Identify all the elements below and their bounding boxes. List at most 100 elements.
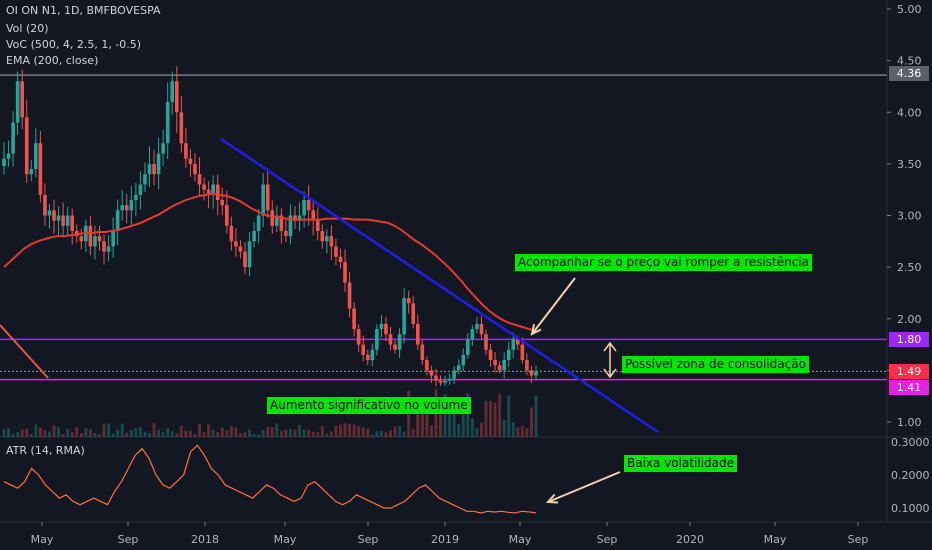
time-tick-label: May — [509, 533, 532, 546]
price-tick-label: 4.00 — [897, 106, 922, 119]
volume-bar — [416, 414, 420, 437]
volume-bar — [97, 434, 101, 437]
price-tick-label: 5.00 — [897, 3, 922, 16]
volume-bar — [529, 407, 533, 437]
volume-bar — [102, 423, 106, 437]
volume-bar — [7, 428, 11, 437]
volume-bar — [502, 419, 506, 437]
atr-line — [3, 444, 537, 514]
candle-body — [297, 215, 302, 221]
volume-bar — [93, 432, 97, 437]
volume-bar — [207, 424, 211, 437]
volume-bar — [470, 418, 474, 437]
volume-bar — [507, 395, 511, 437]
candle-body — [279, 215, 284, 231]
annotation-consolidation[interactable]: Possível zona de consolidação — [622, 356, 809, 373]
candle-body — [506, 349, 511, 361]
volume-bar — [388, 430, 392, 437]
volume-bar — [270, 427, 274, 437]
time-tick-label: Sep — [848, 533, 869, 546]
candle-body — [138, 184, 143, 195]
candle-body — [275, 215, 279, 226]
candle-body — [79, 236, 84, 242]
volume-bar — [479, 422, 483, 437]
candle-body — [484, 334, 488, 350]
volume-bar — [261, 430, 265, 437]
volume-bar — [79, 433, 83, 437]
candle-body — [15, 81, 20, 123]
candle-body — [356, 329, 361, 345]
candle-body — [325, 236, 329, 242]
volume-bar — [20, 429, 24, 437]
volume-bar — [34, 424, 38, 437]
candle-body — [24, 117, 29, 175]
candle-body — [479, 323, 484, 335]
volume-bar — [11, 433, 15, 437]
volume-bar — [125, 432, 129, 437]
candle-body — [193, 163, 197, 175]
candle-body — [529, 370, 534, 376]
volume-bar — [157, 429, 161, 437]
resistance-trendline — [220, 137, 659, 434]
volume-bar — [461, 397, 465, 437]
candle-body — [338, 256, 343, 262]
volume-bar — [220, 427, 224, 437]
candle-body — [102, 241, 106, 252]
candle-body — [161, 143, 165, 154]
candle-body — [34, 143, 38, 170]
volume-bar — [443, 394, 447, 437]
volume-bar — [257, 434, 261, 437]
volume-bar — [484, 400, 488, 437]
annotation-volume[interactable]: Aumento significativo no volume — [267, 397, 471, 414]
volume-bar — [170, 431, 174, 437]
candle-body — [2, 158, 6, 167]
volume-bar — [129, 429, 133, 437]
candle-body — [334, 246, 338, 257]
volume-bar — [402, 431, 406, 437]
atr-tick-label: 0.2000 — [891, 469, 930, 482]
candle-body — [388, 334, 393, 345]
volume-bar — [288, 429, 292, 437]
candle-body — [179, 112, 184, 144]
candle-body — [93, 236, 97, 247]
annotation-resistance[interactable]: Acompanhar se o preço vai romper a resis… — [515, 254, 813, 271]
candle-body — [134, 194, 138, 201]
volume-bar — [275, 423, 279, 437]
price-label-4-36: 4.36 — [889, 66, 929, 81]
candle-body — [415, 323, 420, 345]
candle-body — [516, 339, 520, 345]
candle-body — [365, 354, 370, 361]
candle-body — [56, 215, 61, 221]
volume-bar — [320, 426, 324, 437]
candle-body — [488, 349, 493, 361]
legend-title: OI ON N1, 1D, BMFBOVESPA — [6, 4, 161, 17]
volume-bar — [279, 431, 283, 437]
candle-body — [70, 215, 75, 231]
candle-body — [152, 163, 156, 175]
atr-tick-label: 0.3000 — [891, 436, 930, 449]
candle-body — [65, 215, 70, 226]
candle-body — [411, 303, 416, 324]
annotation-volatility[interactable]: Baixa volatilidade — [624, 455, 737, 472]
arrow-consolidation-bottom — [603, 368, 617, 379]
candle-body — [174, 81, 179, 113]
volume-bar — [511, 422, 515, 437]
candle-body — [6, 153, 11, 159]
candle-body — [379, 323, 384, 330]
candle-body — [475, 323, 479, 330]
candle-body — [11, 122, 15, 154]
candle-body — [447, 378, 452, 381]
candle-body — [225, 205, 229, 226]
candle-body — [265, 184, 270, 211]
volume-bar — [357, 426, 361, 437]
volume-bar — [188, 430, 192, 437]
legend-vol: Vol (20) — [6, 22, 49, 35]
candle-body — [320, 230, 325, 242]
volume-bar — [184, 430, 188, 437]
candle-body — [88, 225, 93, 247]
time-tick-label: Sep — [358, 533, 379, 546]
candle-body — [402, 298, 406, 335]
candle-body — [370, 349, 375, 361]
volume-bar — [43, 430, 47, 437]
